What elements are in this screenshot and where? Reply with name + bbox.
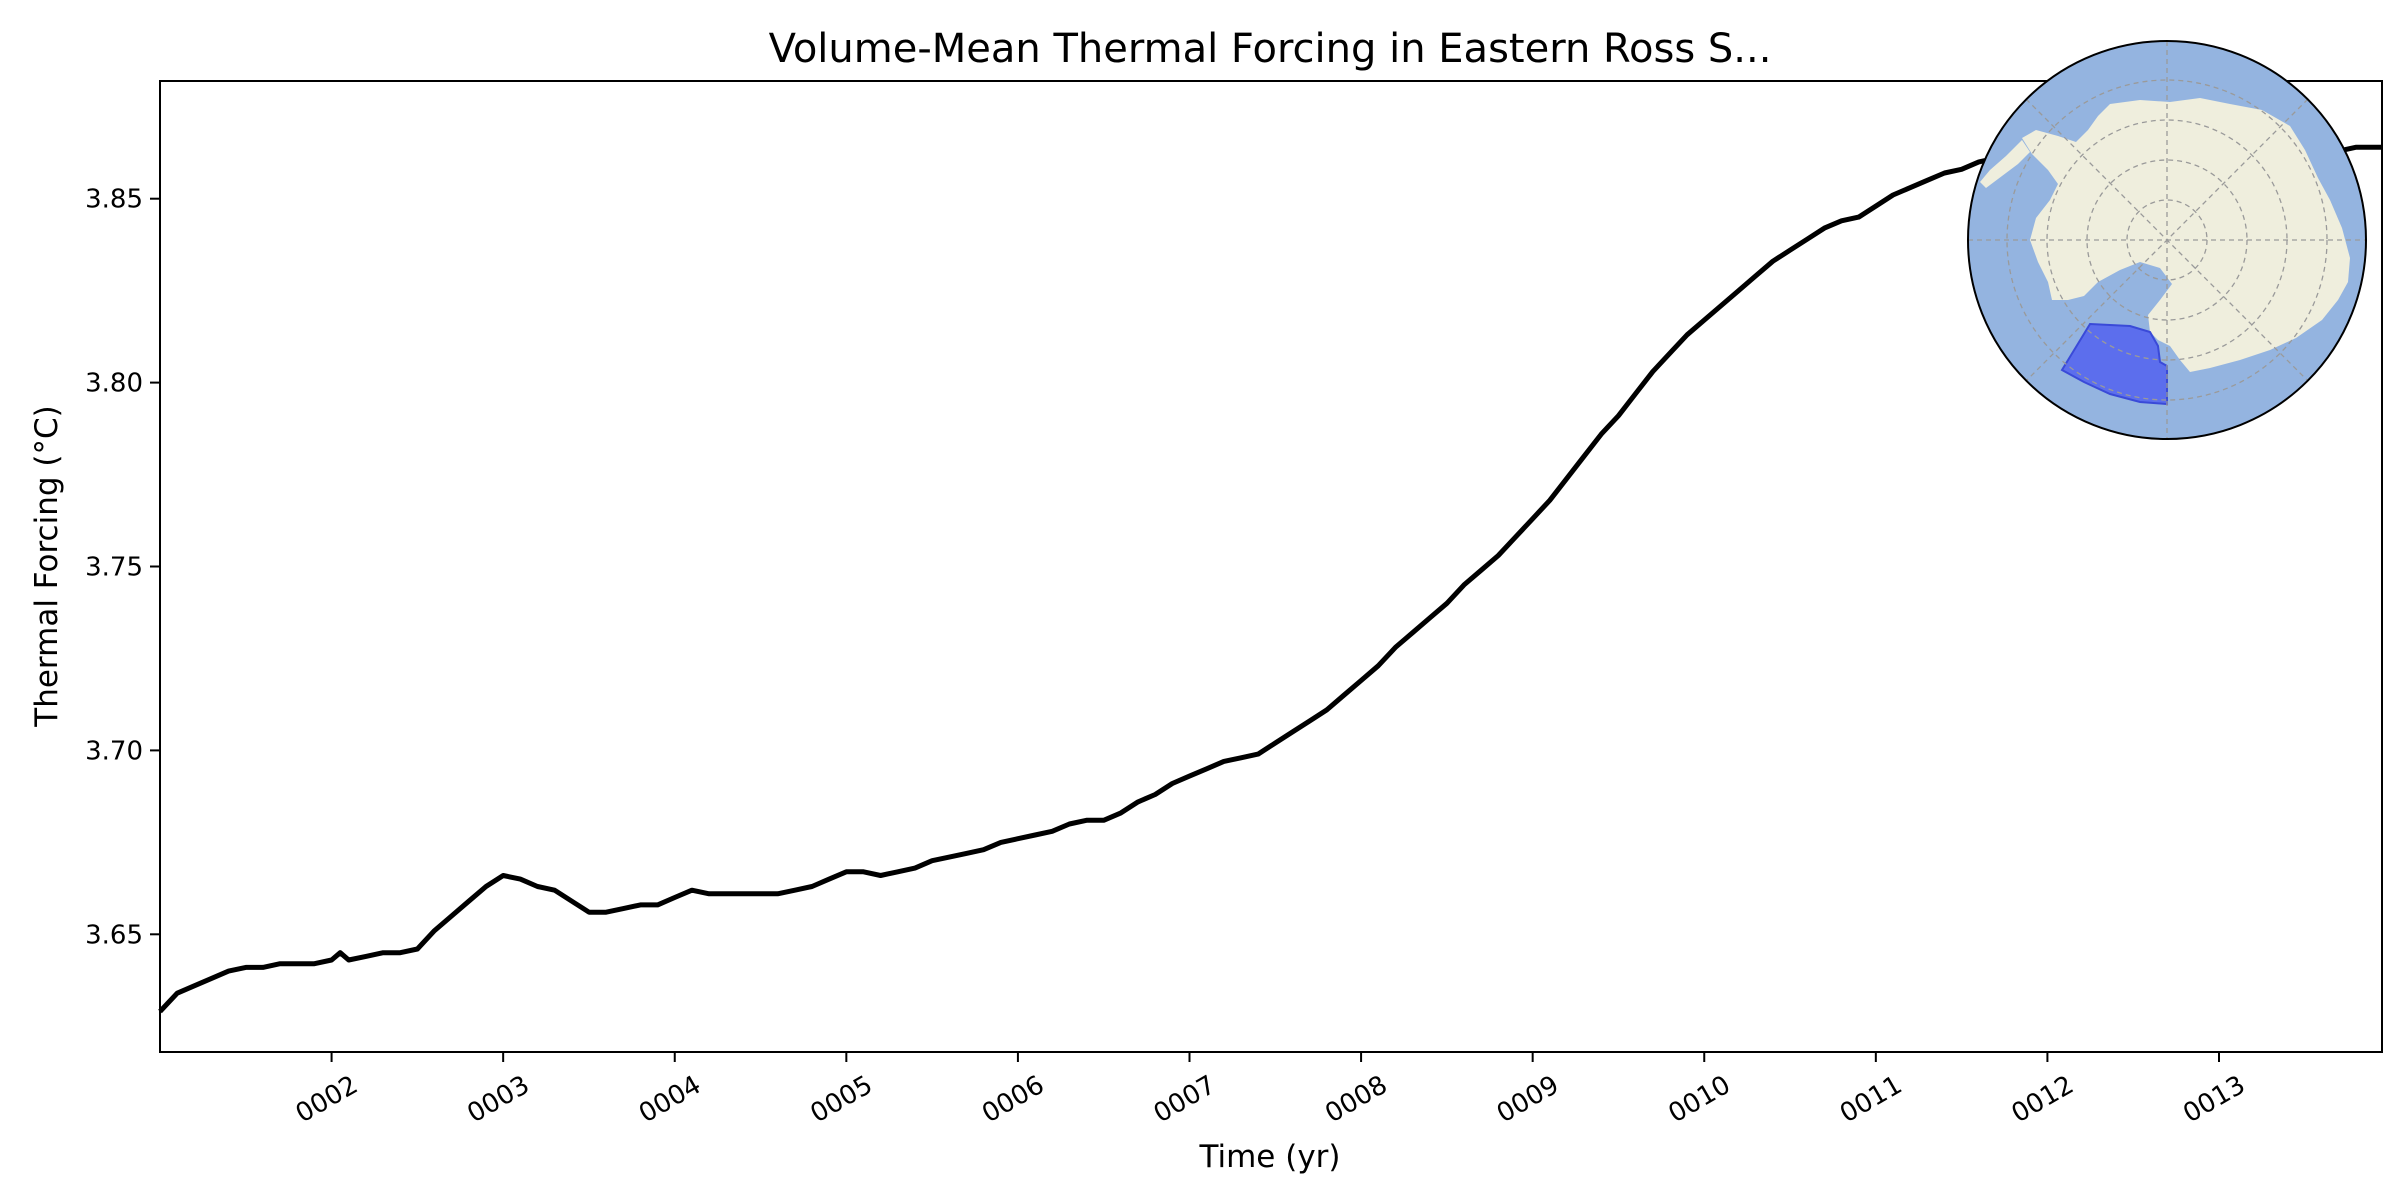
x-tick-label: 0009 — [1492, 1070, 1564, 1129]
x-tick-label: 0012 — [2007, 1070, 2079, 1129]
y-tick-label: 3.85 — [85, 185, 143, 215]
x-tick-label: 0002 — [291, 1070, 363, 1129]
y-tick-label: 3.80 — [85, 369, 143, 399]
x-tick-label: 0003 — [462, 1070, 534, 1129]
y-axis: 3.65 3.70 3.75 3.80 3.85 — [85, 185, 160, 950]
x-axis: 0002 0003 0004 0005 0006 0007 0008 0009 0010 0011… — [291, 1052, 2250, 1129]
antarctica-inset-map — [1967, 40, 2367, 440]
inset-antarctica-land — [2022, 98, 2350, 372]
y-tick-label: 3.75 — [85, 553, 143, 583]
chart-title: Volume-Mean Thermal Forcing in Eastern R… — [769, 26, 1772, 72]
y-tick-label: 3.70 — [85, 736, 143, 766]
inset-globe-outline — [1967, 40, 2367, 440]
x-tick-label: 0011 — [1835, 1070, 1907, 1129]
x-tick-label: 0006 — [977, 1070, 1049, 1129]
x-tick-label: 0005 — [806, 1070, 878, 1129]
inset-antarctic-peninsula — [1980, 140, 2030, 188]
x-tick-label: 0007 — [1149, 1070, 1221, 1129]
inset-graticule — [1968, 41, 2366, 439]
x-tick-label: 0008 — [1320, 1070, 1392, 1129]
y-axis-label: Thermal Forcing (°C) — [29, 405, 65, 727]
x-tick-label: 0013 — [2178, 1070, 2250, 1129]
y-tick-label: 3.65 — [85, 920, 143, 950]
x-tick-label: 0010 — [1663, 1070, 1735, 1129]
x-tick-label: 0004 — [634, 1070, 706, 1129]
x-axis-label: Time (yr) — [1199, 1139, 1341, 1175]
